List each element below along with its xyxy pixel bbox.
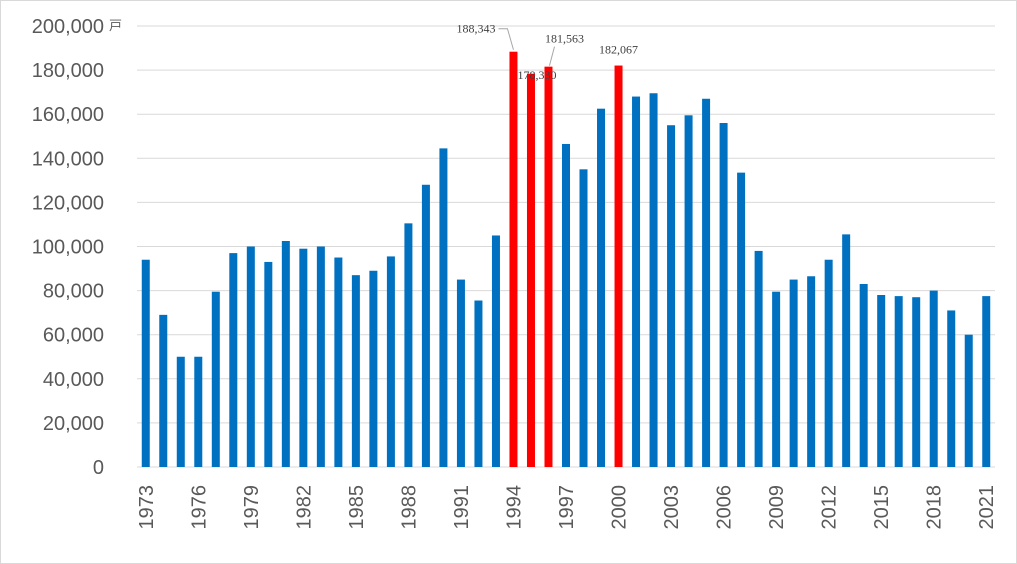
bar-2011 bbox=[807, 276, 816, 467]
y-tick-label: 120,000 bbox=[32, 192, 104, 214]
bar-2016 bbox=[894, 296, 903, 467]
y-tick-label: 60,000 bbox=[43, 325, 104, 347]
x-tick-label: 1976 bbox=[188, 485, 210, 530]
bar-1974 bbox=[159, 314, 168, 467]
x-tick-label: 2006 bbox=[714, 485, 736, 530]
y-tick-label: 80,000 bbox=[43, 281, 104, 303]
x-tick-label: 1982 bbox=[293, 485, 315, 530]
bar-1991 bbox=[456, 279, 465, 467]
y-axis-ticks: 0 20,000 40,000 60,000 80,000 100,000 120,000 1… bbox=[32, 16, 104, 479]
y-tick-label: 20,000 bbox=[43, 413, 104, 435]
x-tick-label: 1991 bbox=[451, 485, 473, 530]
y-tick-label: 40,000 bbox=[43, 369, 104, 391]
bar-1995 bbox=[526, 73, 535, 467]
bar-2015 bbox=[877, 295, 886, 467]
bar-1975 bbox=[176, 356, 185, 467]
data-label-1994: 188,343 bbox=[456, 22, 495, 36]
y-unit-label: 戸 bbox=[109, 19, 122, 34]
bar-1992 bbox=[474, 300, 483, 467]
bar-1989 bbox=[421, 184, 430, 467]
bar-1997 bbox=[562, 143, 570, 467]
bar-2008 bbox=[754, 250, 763, 467]
bar-2018 bbox=[929, 290, 938, 467]
bar-1984 bbox=[334, 257, 343, 467]
data-label-2000: 182,067 bbox=[599, 43, 638, 57]
y-tick-label: 160,000 bbox=[32, 104, 104, 126]
bar-1979 bbox=[246, 246, 255, 467]
bar-2003 bbox=[667, 125, 676, 467]
bar-2006 bbox=[719, 123, 728, 468]
x-tick-label: 1979 bbox=[241, 485, 263, 530]
leader-line bbox=[498, 28, 514, 50]
bar-2009 bbox=[772, 291, 781, 467]
bar-1994 bbox=[509, 51, 518, 468]
x-tick-label: 1988 bbox=[398, 485, 420, 530]
bar-2021 bbox=[982, 296, 991, 467]
bar-1982 bbox=[299, 248, 308, 467]
y-tick-label: 0 bbox=[93, 457, 104, 479]
leader-line bbox=[549, 46, 555, 66]
x-tick-label: 2000 bbox=[609, 485, 631, 530]
bar-2005 bbox=[702, 98, 711, 467]
bar-1986 bbox=[369, 270, 378, 467]
bar-1973 bbox=[141, 259, 150, 467]
x-tick-label: 2012 bbox=[819, 485, 841, 530]
data-label-1996: 181,563 bbox=[545, 32, 584, 46]
y-tick-label: 100,000 bbox=[32, 237, 104, 259]
bar-1998 bbox=[579, 169, 588, 467]
x-tick-label: 1994 bbox=[503, 485, 525, 530]
x-tick-label: 2003 bbox=[661, 485, 683, 530]
bar-2000 bbox=[614, 65, 623, 467]
x-tick-label: 1997 bbox=[556, 485, 578, 530]
data-labels: 188,343 178,330 181,563 182,067 bbox=[456, 22, 638, 82]
bar-2020 bbox=[964, 334, 973, 467]
bar-1976 bbox=[194, 356, 203, 467]
bar-2007 bbox=[737, 172, 746, 467]
bar-2017 bbox=[912, 297, 921, 467]
bar-1999 bbox=[597, 108, 606, 467]
bar-2019 bbox=[947, 310, 956, 467]
y-tick-label: 140,000 bbox=[32, 148, 104, 170]
bar-2010 bbox=[789, 279, 798, 467]
x-tick-label: 1985 bbox=[346, 485, 368, 530]
x-tick-label: 1973 bbox=[136, 485, 158, 530]
bar-1983 bbox=[316, 246, 325, 467]
bar-1990 bbox=[439, 148, 448, 467]
bars bbox=[141, 51, 991, 468]
gridlines bbox=[137, 25, 995, 468]
x-tick-label: 2018 bbox=[924, 485, 946, 530]
bar-1987 bbox=[386, 256, 395, 467]
bar-1978 bbox=[229, 253, 238, 467]
x-tick-label: 2021 bbox=[976, 485, 998, 530]
bar-2004 bbox=[684, 115, 693, 468]
bar-1988 bbox=[404, 223, 413, 467]
bar-2013 bbox=[842, 234, 851, 467]
bar-1980 bbox=[264, 261, 273, 467]
data-label-1995: 178,330 bbox=[517, 68, 556, 82]
y-tick-label: 200,000 bbox=[32, 16, 104, 38]
bar-1996 bbox=[544, 66, 553, 467]
bar-2001 bbox=[632, 96, 641, 467]
bar-1977 bbox=[211, 291, 220, 467]
x-tick-label: 2009 bbox=[766, 485, 788, 530]
bar-1985 bbox=[351, 275, 360, 467]
x-tick-label: 2015 bbox=[871, 485, 893, 530]
x-axis-ticks: 1973 1976 1979 1982 1985 1988 1991 1994 1997 2000… bbox=[136, 485, 998, 530]
bar-2014 bbox=[859, 283, 868, 467]
bar-2002 bbox=[649, 93, 658, 467]
y-tick-label: 180,000 bbox=[32, 60, 104, 82]
bar-1981 bbox=[281, 240, 290, 467]
bar-2012 bbox=[824, 259, 833, 467]
bar-1993 bbox=[491, 235, 500, 467]
